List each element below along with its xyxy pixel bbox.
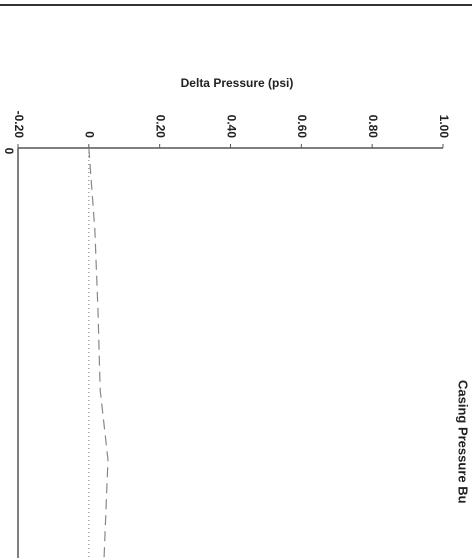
x-tick-label: -0.20 [12, 111, 26, 139]
x-tick-label: 1.00 [437, 115, 451, 139]
data-line [88, 147, 109, 558]
y-tick-label: 0 [2, 148, 16, 155]
x-axis-label: Delta Pressure (psi) [181, 76, 294, 90]
chart-title: Casing Pressure Bu [456, 380, 471, 504]
x-tick-label: 0.40 [224, 115, 238, 139]
x-tick-label: 0.60 [295, 115, 309, 139]
x-tick-label: 0.20 [153, 115, 167, 139]
x-tick-label: 0 [83, 131, 97, 138]
x-tick-label: 0.80 [366, 115, 380, 139]
